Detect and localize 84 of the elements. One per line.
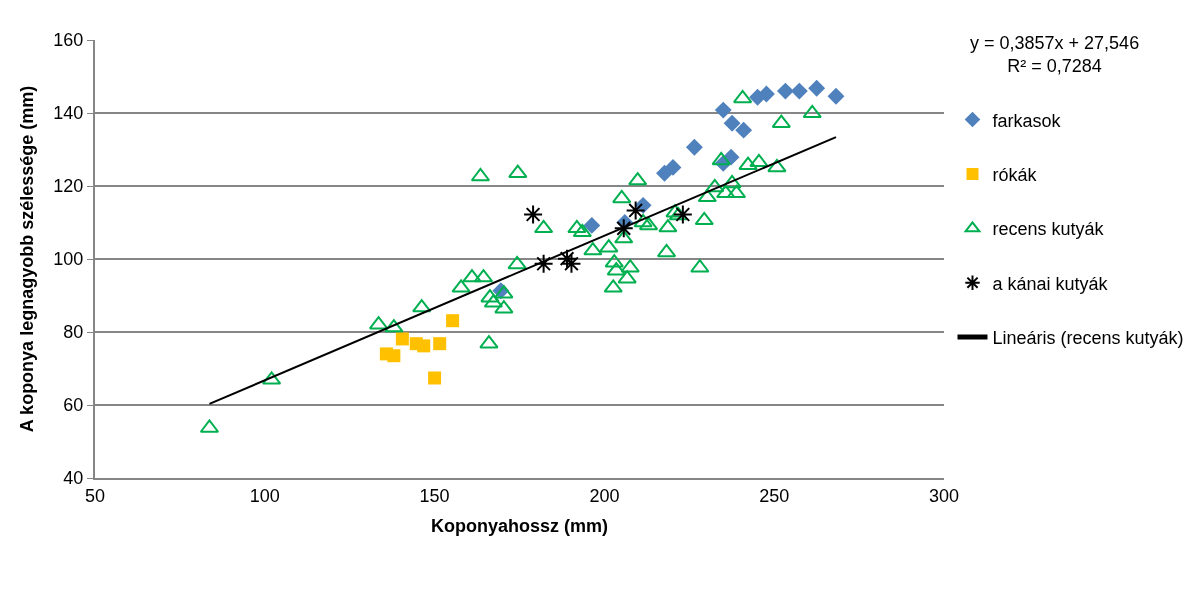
point xyxy=(633,214,653,228)
point xyxy=(451,279,471,293)
point xyxy=(628,172,648,186)
point xyxy=(387,349,401,363)
point xyxy=(428,371,442,385)
y-tick-label: 80 xyxy=(63,322,84,343)
x-tick-label: 150 xyxy=(419,485,450,506)
point xyxy=(603,279,623,293)
y-axis-title: A koponya legnagyobb szélessége (mm) xyxy=(17,85,38,433)
y-tick-label: 120 xyxy=(53,176,84,197)
point xyxy=(462,269,482,283)
point xyxy=(685,138,703,156)
point xyxy=(533,253,554,274)
point xyxy=(658,219,678,233)
point xyxy=(771,114,791,128)
point xyxy=(494,285,514,299)
legend-label: Lineáris (recens kutyák) xyxy=(992,328,1184,349)
point xyxy=(395,332,409,346)
point xyxy=(790,82,808,100)
point xyxy=(694,211,714,226)
point xyxy=(606,262,626,276)
point xyxy=(726,184,747,199)
point xyxy=(583,216,601,234)
point xyxy=(617,270,637,284)
legend-label: farkasok xyxy=(992,110,1062,131)
legend-label: recens kutyák xyxy=(992,219,1105,240)
point xyxy=(507,255,527,270)
point xyxy=(604,254,624,268)
y-tick-label: 140 xyxy=(53,103,84,124)
point xyxy=(711,151,731,166)
point xyxy=(412,299,432,313)
point xyxy=(567,219,587,234)
point xyxy=(738,156,758,170)
y-tick-label: 40 xyxy=(63,468,84,489)
point xyxy=(722,174,742,189)
x-tick-label: 100 xyxy=(249,485,280,506)
point xyxy=(523,204,544,225)
point xyxy=(433,337,447,351)
point xyxy=(664,158,682,176)
text: R² = 0,7284 xyxy=(1007,56,1102,77)
x-axis-title: Koponyahossz (mm) xyxy=(430,516,609,537)
point xyxy=(638,216,659,231)
legend-label: a kánai kutyák xyxy=(992,273,1109,294)
point xyxy=(715,184,736,199)
point xyxy=(599,239,619,253)
point xyxy=(625,200,646,221)
point xyxy=(690,259,710,273)
point xyxy=(802,104,822,119)
point xyxy=(508,164,528,178)
text: y = 0,3857x + 27,546 xyxy=(970,33,1140,53)
point xyxy=(808,79,826,97)
x-tick-label: 300 xyxy=(928,485,960,506)
y-tick-label: 160 xyxy=(53,30,84,51)
point xyxy=(672,204,693,225)
point xyxy=(494,300,514,314)
point xyxy=(614,230,634,244)
point xyxy=(705,178,725,193)
point xyxy=(697,188,717,203)
point xyxy=(583,242,603,256)
point xyxy=(732,89,753,104)
point xyxy=(446,314,460,328)
point xyxy=(656,243,677,258)
x-tick-label: 50 xyxy=(84,485,106,506)
y-tick-label: 60 xyxy=(63,395,84,416)
point xyxy=(417,339,431,353)
legend-label: rókák xyxy=(992,164,1038,185)
y-tick-label: 100 xyxy=(53,249,84,270)
point xyxy=(827,87,845,105)
point xyxy=(384,319,404,333)
point xyxy=(714,101,732,119)
point xyxy=(613,218,634,239)
x-tick-label: 250 xyxy=(759,485,790,506)
point xyxy=(479,335,499,349)
point xyxy=(735,121,753,139)
point xyxy=(749,153,769,168)
point xyxy=(620,259,640,273)
point xyxy=(480,289,500,303)
point xyxy=(767,158,787,173)
point xyxy=(723,114,741,132)
point xyxy=(776,82,794,100)
point xyxy=(572,223,592,238)
point xyxy=(533,219,554,234)
point xyxy=(612,189,632,204)
x-tick-label: 200 xyxy=(589,485,620,506)
